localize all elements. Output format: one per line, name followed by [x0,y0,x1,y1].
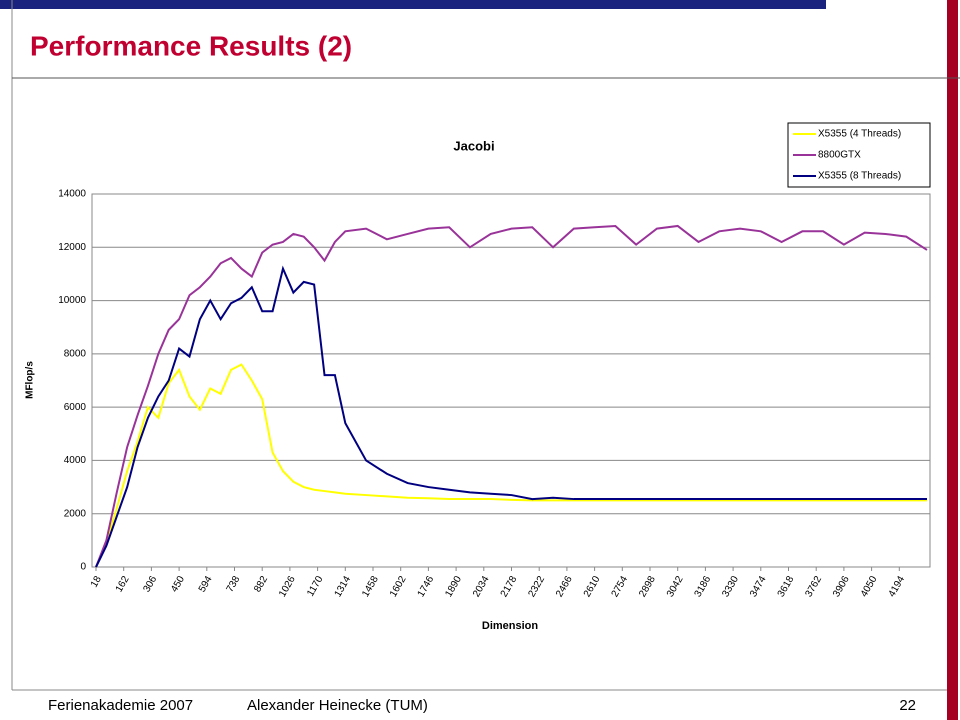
x-tick-label: 450 [169,574,187,594]
footer-event: Ferienakademie 2007 [48,697,193,714]
series-line [95,363,927,568]
x-tick-label: 18 [89,574,104,590]
footer-author: Alexander Heinecke (TUM) [247,697,428,714]
x-tick-label: 3330 [720,574,741,599]
x-tick-label: 882 [252,574,270,594]
legend-label: 8800GTX [818,150,861,161]
x-tick-label: 2034 [471,574,492,599]
x-tick-label: 162 [114,574,132,594]
x-tick-label: 594 [197,574,215,594]
top-bar [0,0,826,9]
y-tick-label: 6000 [64,402,87,413]
x-tick-label: 3762 [803,574,824,599]
x-tick-label: 2322 [526,574,547,599]
x-tick-label: 2466 [554,574,575,599]
y-tick-label: 0 [80,562,86,573]
y-tick-label: 12000 [58,242,86,253]
side-bar [947,0,958,720]
x-tick-label: 2178 [499,574,520,599]
x-tick-label: 2610 [582,574,603,599]
x-tick-label: 1602 [388,574,409,599]
chart-title: Jacobi [453,138,494,153]
y-tick-label: 10000 [58,295,86,306]
y-axis-label: MFlop/s [25,361,36,399]
x-tick-label: 3186 [693,574,714,599]
x-tick-label: 1314 [333,574,354,599]
x-axis-label: Dimension [482,620,539,632]
series-line [95,265,927,568]
x-tick-label: 1890 [443,574,464,599]
x-tick-label: 738 [225,574,243,594]
x-tick-label: 2898 [637,574,658,599]
legend-label: X5355 (8 Threads) [818,171,901,182]
x-tick-label: 1170 [305,574,325,599]
x-tick-label: 3906 [831,574,852,599]
x-tick-label: 1026 [277,574,298,599]
y-tick-label: 14000 [58,189,86,200]
series-line [95,224,928,568]
slide-title: Performance Results (2) [30,30,352,61]
x-tick-label: 306 [141,574,159,594]
x-tick-label: 4050 [859,574,880,599]
x-tick-label: 3618 [776,574,797,599]
y-tick-label: 4000 [64,455,87,466]
y-tick-label: 8000 [64,348,87,359]
x-tick-label: 2754 [610,574,631,599]
x-tick-label: 4194 [887,574,908,599]
plot-frame [91,193,931,568]
x-tick-label: 1458 [360,574,381,599]
legend-label: X5355 (4 Threads) [818,129,901,140]
x-tick-label: 1746 [416,574,437,599]
page-number: 22 [899,697,916,714]
x-tick-label: 3042 [665,574,686,599]
x-tick-label: 3474 [748,574,769,599]
y-tick-label: 2000 [64,508,87,519]
